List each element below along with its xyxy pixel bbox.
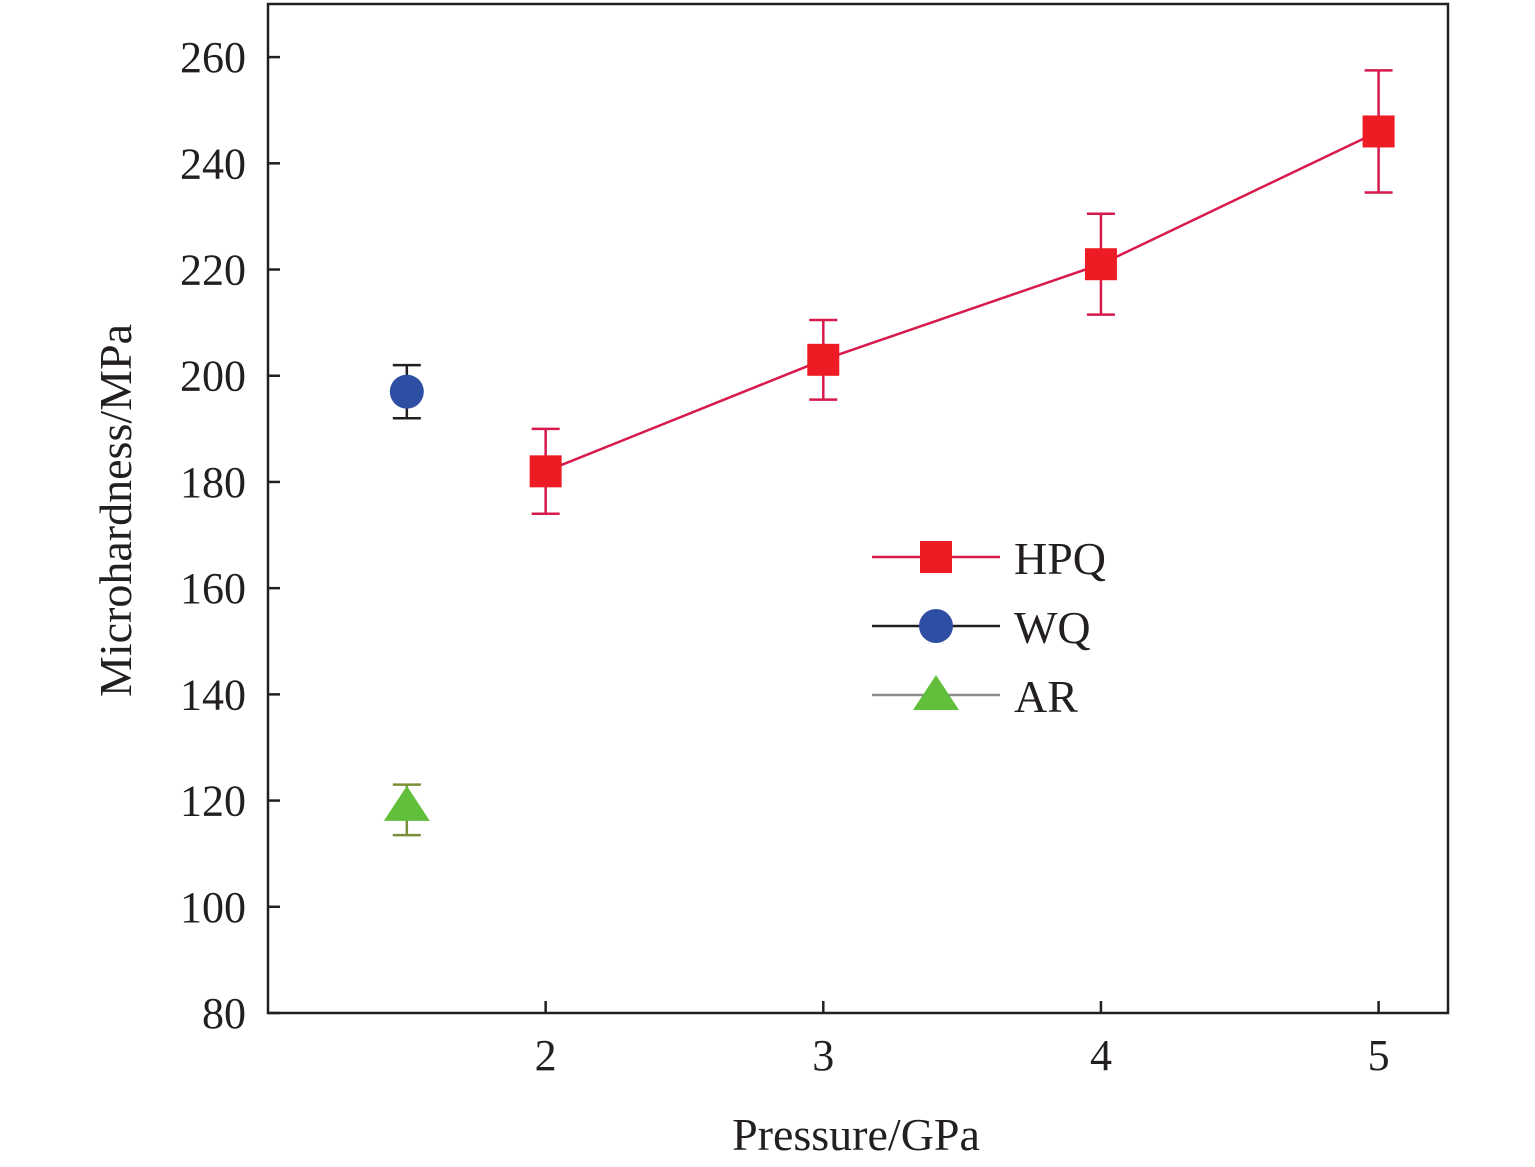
y-tick-label: 220: [180, 246, 246, 295]
legend-item-ar: AR: [872, 671, 1078, 722]
y-tick-label: 180: [180, 458, 246, 507]
series-layer: [383, 69, 1395, 837]
legend-marker: [920, 541, 952, 573]
x-axis-title: Pressure/GPa: [732, 1109, 980, 1160]
y-tick-label: 120: [180, 777, 246, 826]
x-tick-label: 3: [812, 1031, 834, 1080]
y-tick-label: 260: [180, 33, 246, 82]
series-wq: [389, 363, 424, 420]
legend-marker: [913, 675, 959, 710]
legend: HPQ WQ AR: [872, 533, 1106, 722]
x-tick-label: 4: [1090, 1031, 1112, 1080]
x-tick-label: 2: [535, 1031, 557, 1080]
series-hpq: [529, 69, 1395, 516]
y-axis-title: Microhardness/MPa: [90, 324, 141, 697]
y-tick-label: 140: [180, 670, 246, 719]
legend-label: WQ: [1014, 602, 1091, 653]
legend-item-hpq: HPQ: [872, 533, 1106, 584]
axes: 80 100 120 140 160 180 200 220 240 260 2 3 4 5: [180, 33, 1390, 1080]
data-point: [1084, 248, 1117, 281]
legend-marker: [919, 609, 953, 643]
data-point: [807, 343, 840, 376]
y-tick-label: 200: [180, 352, 246, 401]
series-line: [545, 130, 1380, 473]
data-point: [529, 455, 562, 488]
plot-area: [266, 2, 1450, 1015]
x-tick-label: 5: [1368, 1031, 1390, 1080]
legend-label: AR: [1014, 671, 1078, 722]
data-point: [383, 785, 430, 821]
legend-label: HPQ: [1014, 533, 1106, 584]
y-tick-label: 160: [180, 564, 246, 613]
y-tick-label: 100: [180, 883, 246, 932]
plot-frame: [266, 2, 1450, 1015]
data-point: [1362, 115, 1395, 148]
y-tick-label: 80: [202, 989, 246, 1038]
y-tick-label: 240: [180, 139, 246, 188]
data-point: [389, 374, 424, 409]
series-ar: [383, 783, 430, 837]
legend-item-wq: WQ: [872, 602, 1091, 653]
